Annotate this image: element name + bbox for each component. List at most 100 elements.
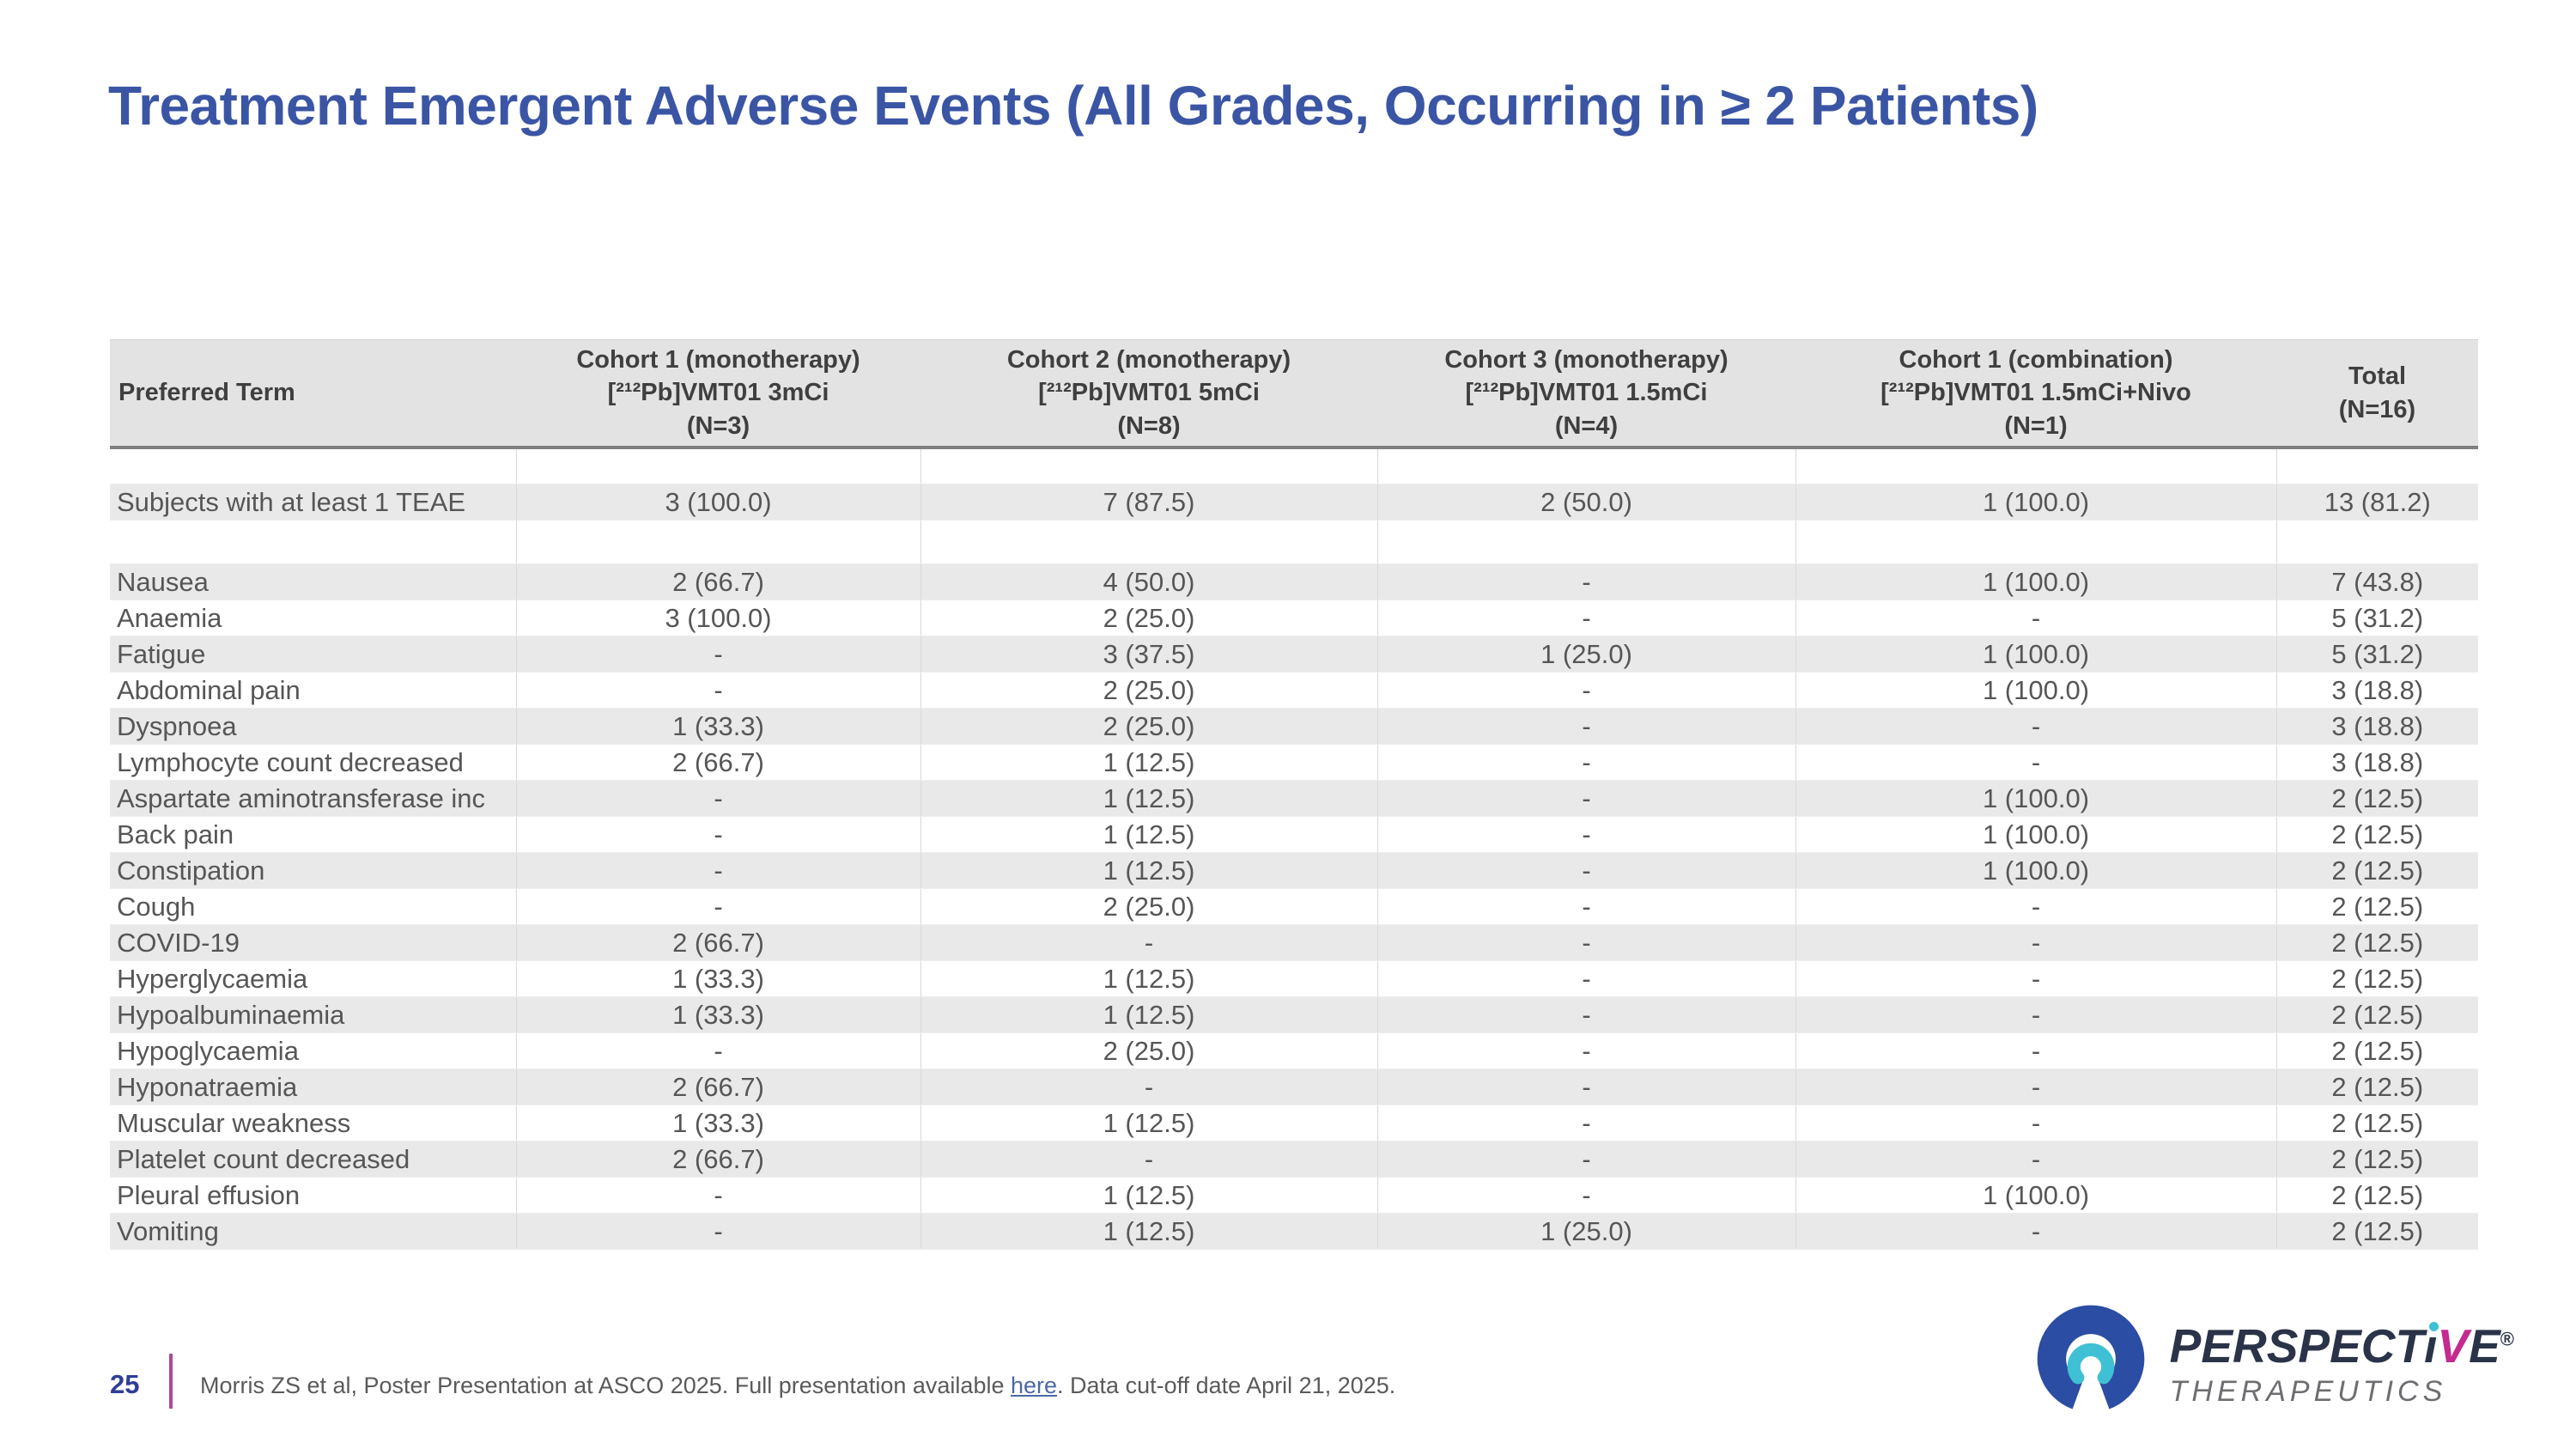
table-row xyxy=(110,447,2478,484)
value-cell: - xyxy=(1376,816,1795,853)
value-cell: - xyxy=(1376,960,1795,997)
value-cell: 1 (100.0) xyxy=(1795,636,2276,673)
value-cell: 2 (12.5) xyxy=(2275,816,2478,853)
value-cell: 3 (18.8) xyxy=(2275,708,2478,745)
value-cell: - xyxy=(1376,1141,1795,1178)
value-cell xyxy=(920,520,1377,564)
value-cell: 3 (100.0) xyxy=(515,484,920,521)
value-cell: 3 (100.0) xyxy=(515,600,920,636)
value-cell: 3 (37.5) xyxy=(920,636,1377,673)
preferred-term-cell: Back pain xyxy=(110,816,516,853)
value-cell: - xyxy=(1795,888,2276,925)
value-cell: - xyxy=(1795,1068,2276,1105)
value-cell: - xyxy=(515,816,920,853)
value-cell: 2 (12.5) xyxy=(2275,852,2478,889)
value-cell: 1 (33.3) xyxy=(515,1105,920,1142)
value-cell: 3 (18.8) xyxy=(2275,744,2478,781)
logo-text: PERSPECTı VE® THERAPEUTICS xyxy=(2169,1321,2514,1408)
value-cell xyxy=(2275,447,2478,484)
preferred-term-cell: Hyponatraemia xyxy=(110,1068,516,1105)
value-cell: - xyxy=(1376,888,1795,925)
value-cell: - xyxy=(1795,1141,2276,1178)
value-cell: 1 (100.0) xyxy=(1795,816,2276,853)
value-cell: 2 (25.0) xyxy=(920,708,1377,745)
preferred-term-cell: Aspartate aminotransferase inc xyxy=(110,780,516,817)
value-cell: 2 (25.0) xyxy=(920,888,1377,925)
preferred-term-cell: Abdominal pain xyxy=(110,672,516,709)
column-header-cohort3-mono: Cohort 3 (monotherapy) [²¹²Pb]VMT01 1.5m… xyxy=(1377,339,1795,449)
value-cell: 5 (31.2) xyxy=(2275,600,2478,636)
value-cell: 1 (33.3) xyxy=(515,960,920,997)
value-cell: 1 (100.0) xyxy=(1795,780,2276,817)
preferred-term-cell: Hypoglycaemia xyxy=(110,1032,516,1069)
table-row: Pleural effusion -1 (12.5) -1 (100.0) 2 (12… xyxy=(110,1177,2478,1214)
value-cell: 1 (12.5) xyxy=(920,1177,1377,1214)
table-header-row: Preferred Term Cohort 1 (monotherapy) [²… xyxy=(110,339,2478,449)
value-cell: - xyxy=(1376,924,1795,961)
presentation-link[interactable]: here xyxy=(1010,1373,1058,1398)
table-row: Vomiting -1 (12.5) 1 (25.0) -2 (12.5) xyxy=(110,1213,2478,1250)
table-row: Aspartate aminotransferase inc -1 (12.5) -… xyxy=(110,780,2478,817)
value-cell: 5 (31.2) xyxy=(2275,636,2478,673)
preferred-term-cell: Pleural effusion xyxy=(110,1177,516,1214)
value-cell: - xyxy=(1376,1105,1795,1142)
table-row: Lymphocyte count decreased 2 (66.7) 1 (12.… xyxy=(110,744,2478,781)
value-cell: - xyxy=(920,1141,1377,1178)
column-header-cohort1-mono: Cohort 1 (monotherapy) [²¹²Pb]VMT01 3mCi… xyxy=(516,339,920,449)
value-cell xyxy=(2275,520,2478,564)
value-cell: - xyxy=(515,1213,920,1250)
value-cell: - xyxy=(1376,852,1795,889)
i-dot xyxy=(2429,1321,2439,1331)
preferred-term-cell: Hypoalbuminaemia xyxy=(110,996,516,1033)
citation-prefix: Morris ZS et al, Poster Presentation at … xyxy=(200,1373,1011,1398)
column-header-total: Total (N=16) xyxy=(2276,339,2478,449)
value-cell xyxy=(920,447,1377,484)
value-cell: 1 (12.5) xyxy=(920,780,1377,817)
citation-suffix: . Data cut-off date April 21, 2025. xyxy=(1057,1373,1396,1398)
table-row: Subjects with at least 1 TEAE 3 (100.0) 7 … xyxy=(110,484,2478,521)
value-cell: 2 (66.7) xyxy=(515,563,920,600)
value-cell: 7 (43.8) xyxy=(2275,563,2478,600)
value-cell: - xyxy=(1795,996,2276,1033)
table-row: Anaemia 3 (100.0) 2 (25.0) - -5 (31.2) xyxy=(110,600,2478,636)
value-cell: 1 (12.5) xyxy=(920,960,1377,997)
table-row: Hypoalbuminaemia 1 (33.3) 1 (12.5) - -2 (12.… xyxy=(110,996,2478,1033)
adverse-events-table: Preferred Term Cohort 1 (monotherapy) [²… xyxy=(110,339,2478,1250)
value-cell: 1 (100.0) xyxy=(1795,672,2276,709)
value-cell: 2 (66.7) xyxy=(515,1141,920,1178)
brand-letter-v: V xyxy=(2437,1318,2470,1373)
value-cell: - xyxy=(1795,708,2276,745)
value-cell: 2 (12.5) xyxy=(2275,1105,2478,1142)
value-cell: 2 (12.5) xyxy=(2275,924,2478,961)
value-cell: 2 (12.5) xyxy=(2275,1177,2478,1214)
value-cell: 2 (25.0) xyxy=(920,600,1377,636)
value-cell: 3 (18.8) xyxy=(2275,672,2478,709)
value-cell: 2 (12.5) xyxy=(2275,1032,2478,1069)
table-row: Hyponatraemia 2 (66.7) - - -2 (12.5) xyxy=(110,1068,2478,1105)
value-cell: - xyxy=(515,1177,920,1214)
table-body: Subjects with at least 1 TEAE 3 (100.0) 7 … xyxy=(110,447,2478,1250)
column-header-cohort2-mono: Cohort 2 (monotherapy) [²¹²Pb]VMT01 5mCi… xyxy=(920,339,1377,449)
value-cell: - xyxy=(1376,1068,1795,1105)
value-cell: 13 (81.2) xyxy=(2275,484,2478,521)
brand-letter-e: E xyxy=(2469,1318,2500,1373)
value-cell: 2 (12.5) xyxy=(2275,960,2478,997)
value-cell xyxy=(1795,520,2276,564)
page-number: 25 xyxy=(110,1369,140,1399)
value-cell: - xyxy=(515,780,920,817)
preferred-term-cell: COVID-19 xyxy=(110,924,516,961)
column-header-preferred-term: Preferred Term xyxy=(110,339,516,449)
brand-therapeutics: THERAPEUTICS xyxy=(2169,1374,2447,1408)
value-cell: - xyxy=(1376,1177,1795,1214)
value-cell: 2 (66.7) xyxy=(515,924,920,961)
preferred-term-cell: Subjects with at least 1 TEAE xyxy=(110,484,516,521)
value-cell: 1 (100.0) xyxy=(1795,563,2276,600)
value-cell: - xyxy=(1376,672,1795,709)
value-cell: - xyxy=(1795,1213,2276,1250)
footer-divider xyxy=(169,1354,173,1409)
preferred-term-cell: Constipation xyxy=(110,852,516,889)
preferred-term-cell: Dyspnoea xyxy=(110,708,516,745)
value-cell xyxy=(515,520,920,564)
preferred-term-cell xyxy=(110,447,516,484)
